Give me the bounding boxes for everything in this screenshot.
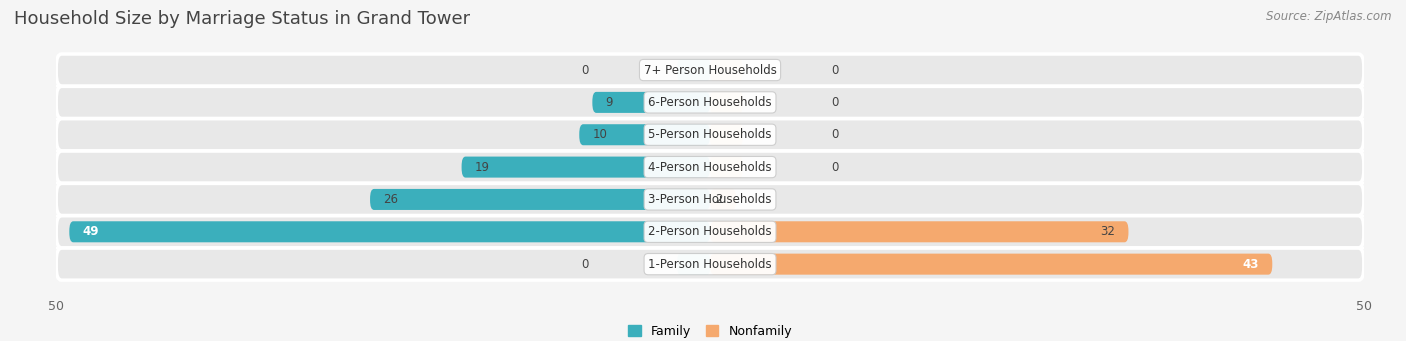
FancyBboxPatch shape [710,254,1272,275]
Text: 0: 0 [831,161,839,174]
Text: 4-Person Households: 4-Person Households [648,161,772,174]
Text: 0: 0 [581,63,589,76]
FancyBboxPatch shape [56,54,1364,86]
FancyBboxPatch shape [579,124,710,145]
Text: 0: 0 [581,258,589,271]
Text: 3-Person Households: 3-Person Households [648,193,772,206]
FancyBboxPatch shape [56,248,1364,280]
Text: 43: 43 [1243,258,1260,271]
FancyBboxPatch shape [710,189,737,210]
Text: 5-Person Households: 5-Person Households [648,128,772,141]
Text: 19: 19 [475,161,489,174]
Text: 10: 10 [592,128,607,141]
Text: Source: ZipAtlas.com: Source: ZipAtlas.com [1267,10,1392,23]
FancyBboxPatch shape [710,157,742,178]
FancyBboxPatch shape [710,221,1129,242]
Text: 0: 0 [831,128,839,141]
Text: 32: 32 [1101,225,1115,238]
Text: 49: 49 [83,225,98,238]
FancyBboxPatch shape [461,157,710,178]
FancyBboxPatch shape [592,92,710,113]
FancyBboxPatch shape [56,183,1364,216]
FancyBboxPatch shape [710,60,742,80]
Text: 1-Person Households: 1-Person Households [648,258,772,271]
Text: 2-Person Households: 2-Person Households [648,225,772,238]
FancyBboxPatch shape [678,60,710,80]
Text: 6-Person Households: 6-Person Households [648,96,772,109]
FancyBboxPatch shape [56,216,1364,248]
Text: 2: 2 [716,193,723,206]
Text: 0: 0 [831,96,839,109]
FancyBboxPatch shape [370,189,710,210]
Text: 26: 26 [382,193,398,206]
Text: Household Size by Marriage Status in Grand Tower: Household Size by Marriage Status in Gra… [14,10,470,28]
FancyBboxPatch shape [56,86,1364,118]
Text: 7+ Person Households: 7+ Person Households [644,63,776,76]
FancyBboxPatch shape [69,221,710,242]
FancyBboxPatch shape [678,254,710,275]
Text: 0: 0 [831,63,839,76]
FancyBboxPatch shape [56,151,1364,183]
Legend: Family, Nonfamily: Family, Nonfamily [623,320,797,341]
FancyBboxPatch shape [56,119,1364,151]
FancyBboxPatch shape [710,92,742,113]
Text: 9: 9 [606,96,613,109]
FancyBboxPatch shape [710,124,742,145]
